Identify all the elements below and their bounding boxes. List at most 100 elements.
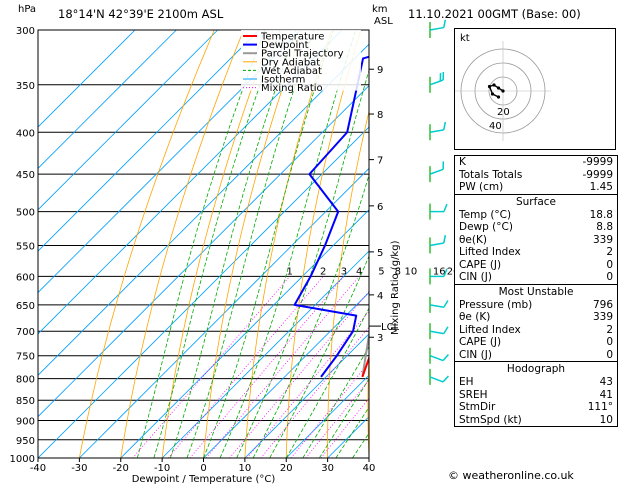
hodograph-point xyxy=(492,83,496,87)
isotherm-line xyxy=(38,30,343,335)
pressure-tick-label: 450 xyxy=(16,170,35,181)
wind-barb-shaft xyxy=(429,129,444,134)
legend-bg xyxy=(241,38,361,48)
km-tick-label: 5 xyxy=(377,248,383,259)
surface-theta-row: θe(K) 339 xyxy=(459,233,613,246)
x-tick-label: -20 xyxy=(113,463,129,474)
dry-adiabat-line xyxy=(203,30,303,458)
x-axis-title: Dewpoint / Temperature (°C) xyxy=(132,474,276,485)
mixing-ratio-label: 16 xyxy=(433,266,446,277)
pressure-tick-label: 950 xyxy=(16,436,35,447)
datetime-title: 11.10.2021 00GMT (Base: 00) xyxy=(408,7,581,21)
mixing-ratio-label: 3 xyxy=(341,266,347,277)
dry-adiabat-line xyxy=(327,109,369,458)
wind-barb xyxy=(429,235,447,254)
wind-barb-shaft xyxy=(429,304,444,309)
km-tick-label: 7 xyxy=(377,156,383,167)
stmdir-row: StmDir 111° xyxy=(459,401,613,413)
mixing-ratio-line xyxy=(189,276,345,458)
legend-bg xyxy=(241,81,361,91)
wet-adiabat-line xyxy=(236,68,369,458)
hodograph-ring-label: 40 xyxy=(489,121,502,132)
hodograph-kt-label: kt xyxy=(460,33,470,44)
asl-axis-label: ASL xyxy=(374,16,393,27)
x-tick-label: 40 xyxy=(363,463,376,474)
wind-barb-shaft xyxy=(429,376,444,383)
dry-adiabat-line xyxy=(161,30,274,458)
legend-entry: Mixing Ratio xyxy=(261,83,323,94)
wet-adiabat-line xyxy=(252,173,369,458)
dry-adiabat-line xyxy=(619,30,629,458)
wind-barb-shaft xyxy=(429,330,444,335)
hodograph-point xyxy=(496,95,501,99)
legend-entry: Wet Adiabat xyxy=(261,66,322,77)
x-tick-label: -10 xyxy=(154,463,170,474)
pressure-tick-label: 850 xyxy=(16,396,35,407)
hodograph-point xyxy=(496,86,501,90)
mu-li-row: Lifted Index 2 xyxy=(459,323,613,336)
hodograph-point xyxy=(501,89,505,93)
isotherm-line xyxy=(285,374,369,458)
wet-adiabat-line xyxy=(285,307,369,458)
pressure-tick-label: 300 xyxy=(16,26,35,37)
hodograph-point xyxy=(490,92,495,96)
mixing-ratio-axis-title: Mixing Ratio (g/kg) xyxy=(390,240,401,335)
wind-barb xyxy=(429,203,448,220)
km-tick-label: 4 xyxy=(377,291,383,302)
surface-temp-row: Temp (°C) 18.8 xyxy=(459,208,613,221)
wind-barb-shaft xyxy=(429,26,444,31)
surface-dewp-row: Dewp (°C) 8.8 xyxy=(459,221,613,233)
isotherm-line xyxy=(244,333,369,458)
dry-adiabat-line xyxy=(285,30,362,458)
mixing-ratio-line xyxy=(205,276,360,458)
legend-entry: Isotherm xyxy=(261,75,305,86)
hodograph-plot: kt 40 20 xyxy=(455,33,551,141)
wind-barb xyxy=(429,161,445,183)
isotherm-line xyxy=(38,85,369,418)
x-tick-label: 20 xyxy=(280,463,293,474)
pressure-tick-label: 500 xyxy=(16,208,35,219)
mixing-ratio-label: 2 xyxy=(320,266,326,277)
isotherm-line xyxy=(38,30,301,294)
surface-li-row: Lifted Index 2 xyxy=(459,246,613,258)
x-tick-label: 10 xyxy=(239,463,252,474)
wet-adiabat-line xyxy=(302,346,369,458)
mixing-ratio-label: 8 xyxy=(395,266,401,277)
hpa-axis-label: hPa xyxy=(18,4,37,15)
most-unstable-section: Most Unstable Pressure (mb) 796 θe (K) 339… xyxy=(455,283,617,362)
surface-section: Surface Temp (°C) 18.8 Dewp (°C) 8.8 θe(K)… xyxy=(455,193,617,284)
wind-barb xyxy=(429,368,450,385)
mu-cin-row: CIN (J) 0 xyxy=(459,348,613,361)
pressure-tick-label: 700 xyxy=(16,327,35,338)
mixing-ratio-label: 4 xyxy=(356,266,362,277)
surface-title: Surface xyxy=(515,195,556,208)
hodograph-stats-section: Hodograph EH 43 SREH 41 StmDir 111° StmSpd … xyxy=(455,361,617,426)
mixing-ratio-line xyxy=(167,276,324,458)
wind-barb-flag xyxy=(443,203,448,212)
mixing-ratio-line xyxy=(260,326,369,458)
wet-adiabat-line xyxy=(170,30,297,458)
wind-barb-flag xyxy=(443,235,447,244)
hodograph-point xyxy=(487,84,492,89)
isotherm-line xyxy=(161,250,369,458)
wind-barb-flag xyxy=(443,19,447,28)
mixing-ratio-label: 5 xyxy=(378,266,384,277)
mu-pressure-row: Pressure (mb) 796 xyxy=(459,298,613,311)
lcl-label: LCL xyxy=(381,322,400,333)
isotherm-line xyxy=(38,30,177,169)
legend-bg xyxy=(241,30,361,39)
wind-barb xyxy=(429,19,447,38)
most-unstable-title: Most Unstable xyxy=(498,285,574,298)
mu-theta-row: θe (K) 339 xyxy=(459,311,613,323)
dry-adiabat-line xyxy=(244,30,332,458)
wind-barb-shaft xyxy=(429,242,444,247)
hodograph-box: kt 40 20 xyxy=(454,28,616,150)
wind-barb-flag xyxy=(442,354,449,362)
location-title: 18°14'N 42°39'E 2100m ASL xyxy=(58,7,224,21)
legend-bg xyxy=(241,47,361,57)
wind-barb-flag xyxy=(443,121,447,130)
legend-bg xyxy=(241,64,361,74)
wind-barb xyxy=(429,347,449,364)
wind-barb xyxy=(429,71,445,93)
